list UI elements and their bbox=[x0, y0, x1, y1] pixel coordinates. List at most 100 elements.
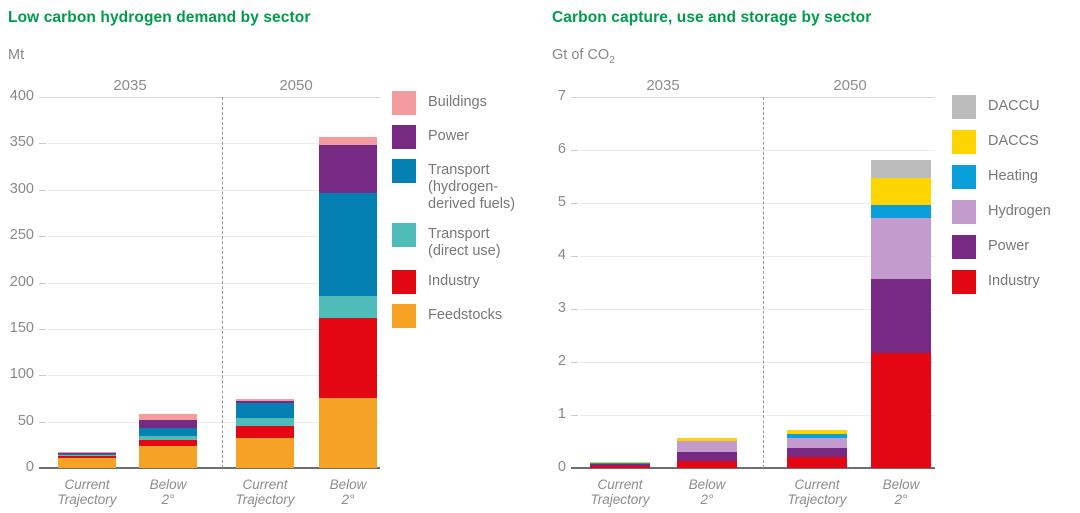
gridline-100 bbox=[48, 375, 380, 377]
legend-label: Hydrogen bbox=[988, 203, 1051, 219]
legend: DACCU DACCS Heating Hydrogen Power Industry bbox=[952, 95, 1051, 294]
segment-power bbox=[590, 464, 650, 466]
y-tick-mark bbox=[571, 256, 578, 257]
hydrogen-swatch bbox=[952, 200, 976, 224]
y-axis-unit: Mt bbox=[8, 47, 24, 63]
y-tick-mark bbox=[571, 309, 578, 310]
y-tick-label: 7 bbox=[557, 88, 566, 104]
gridline-5 bbox=[580, 203, 935, 204]
x-tick-label: Current Trajectory bbox=[57, 477, 117, 507]
segment-industry bbox=[787, 456, 847, 468]
segment-industry bbox=[319, 317, 377, 399]
chart-title: Carbon capture, use and storage by secto… bbox=[552, 9, 872, 26]
legend-item-heating: Heating bbox=[952, 165, 1051, 189]
y-tick-label: 300 bbox=[9, 180, 34, 197]
y-tick-mark bbox=[39, 282, 46, 284]
buildings-swatch bbox=[392, 91, 416, 115]
y-axis-unit-text: Gt of CO bbox=[552, 47, 610, 63]
y-tick-label: 1 bbox=[557, 406, 566, 422]
y-tick-label: 3 bbox=[557, 300, 566, 316]
gridline-200 bbox=[48, 282, 380, 284]
segment-power bbox=[236, 401, 294, 404]
y-tick-label: 150 bbox=[9, 319, 34, 336]
gridline-400 bbox=[39, 97, 380, 98]
segment-buildings bbox=[139, 414, 197, 420]
y-tick-mark bbox=[571, 150, 578, 151]
feedstocks-swatch bbox=[392, 304, 416, 328]
legend-label: Transport (direct use) bbox=[428, 226, 501, 259]
gridline-0 bbox=[571, 467, 935, 469]
segment-hydrogen bbox=[677, 440, 737, 452]
legend-item-buildings: Buildings bbox=[392, 91, 515, 115]
segment-transport-hydrogen-derived-fuels bbox=[319, 193, 377, 297]
legend-item-power: Power bbox=[392, 125, 515, 149]
y-tick-mark bbox=[571, 362, 578, 363]
segment-transport-hydrogen-derived-fuels bbox=[236, 403, 294, 418]
year-divider bbox=[222, 97, 223, 468]
segment-industry bbox=[58, 455, 116, 458]
industry-swatch bbox=[392, 270, 416, 294]
legend-label: Power bbox=[988, 238, 1030, 254]
x-tick-label: Below 2° bbox=[688, 477, 726, 507]
gridline-50 bbox=[48, 421, 380, 423]
gridline-300 bbox=[48, 189, 380, 191]
legend-item-transport: Transport (hydrogen- derived fuels) bbox=[392, 159, 515, 213]
legend-label: Transport (hydrogen- derived fuels) bbox=[428, 162, 516, 212]
x-tick-label: Below 2° bbox=[329, 477, 367, 507]
y-tick-label: 250 bbox=[9, 227, 34, 244]
transport-swatch bbox=[392, 223, 416, 247]
y-tick-mark bbox=[39, 143, 46, 145]
y-tick-label: 0 bbox=[25, 459, 34, 475]
y-tick-label: 6 bbox=[557, 141, 566, 157]
legend-label: DACCS bbox=[988, 133, 1039, 149]
legend-item-daccu: DACCU bbox=[952, 95, 1051, 119]
legend-item-hydrogen: Hydrogen bbox=[952, 200, 1051, 224]
legend-item-transport: Transport (direct use) bbox=[392, 223, 515, 260]
gridline-150 bbox=[48, 328, 380, 330]
y-axis-unit-subscript: 2 bbox=[609, 54, 615, 66]
segment-industry bbox=[139, 440, 197, 446]
legend-label: Industry bbox=[988, 273, 1040, 289]
legend: Buildings Power Transport (hydrogen- deriv… bbox=[392, 91, 515, 328]
segment-power bbox=[677, 451, 737, 462]
legend-label: DACCU bbox=[988, 98, 1040, 114]
legend-item-power: Power bbox=[952, 235, 1051, 259]
gridline-6 bbox=[580, 150, 935, 151]
segment-daccs bbox=[677, 437, 737, 441]
legend-label: Buildings bbox=[428, 94, 487, 110]
segment-daccs bbox=[787, 430, 847, 435]
y-tick-label: 4 bbox=[557, 247, 566, 263]
gridline-3 bbox=[580, 309, 935, 310]
legend-label: Heating bbox=[988, 168, 1038, 184]
gridline-7 bbox=[571, 97, 935, 98]
segment-industry bbox=[677, 461, 737, 468]
segment-buildings bbox=[319, 136, 377, 146]
segment-hydrogen bbox=[871, 217, 931, 279]
group-label-2050: 2050 bbox=[833, 77, 867, 94]
segment-power bbox=[871, 278, 931, 353]
y-tick-label: 100 bbox=[9, 366, 34, 383]
segment-transport-direct-use bbox=[319, 296, 377, 318]
y-tick-mark bbox=[39, 236, 46, 238]
segment-daccs bbox=[871, 178, 931, 205]
heating-swatch bbox=[952, 165, 976, 189]
segment-buildings bbox=[236, 399, 294, 402]
legend-label: Feedstocks bbox=[428, 307, 503, 323]
y-axis-unit: Gt of CO2 bbox=[552, 47, 615, 66]
group-label-2035: 2035 bbox=[646, 77, 680, 94]
transport-swatch bbox=[392, 159, 416, 183]
legend-label: Industry bbox=[428, 273, 480, 289]
segment-power bbox=[319, 145, 377, 194]
power-swatch bbox=[392, 125, 416, 149]
segment-heating bbox=[787, 434, 847, 439]
segment-industry bbox=[236, 426, 294, 439]
gridline-250 bbox=[48, 236, 380, 238]
segment-daccs bbox=[590, 462, 650, 463]
segment-heating bbox=[590, 462, 650, 464]
y-tick-mark bbox=[571, 203, 578, 204]
segment-transport-direct-use bbox=[139, 436, 197, 441]
year-divider bbox=[763, 97, 764, 468]
segment-transport-hydrogen-derived-fuels bbox=[139, 428, 197, 437]
gridline-1 bbox=[580, 415, 935, 416]
daccu-swatch bbox=[952, 95, 976, 119]
